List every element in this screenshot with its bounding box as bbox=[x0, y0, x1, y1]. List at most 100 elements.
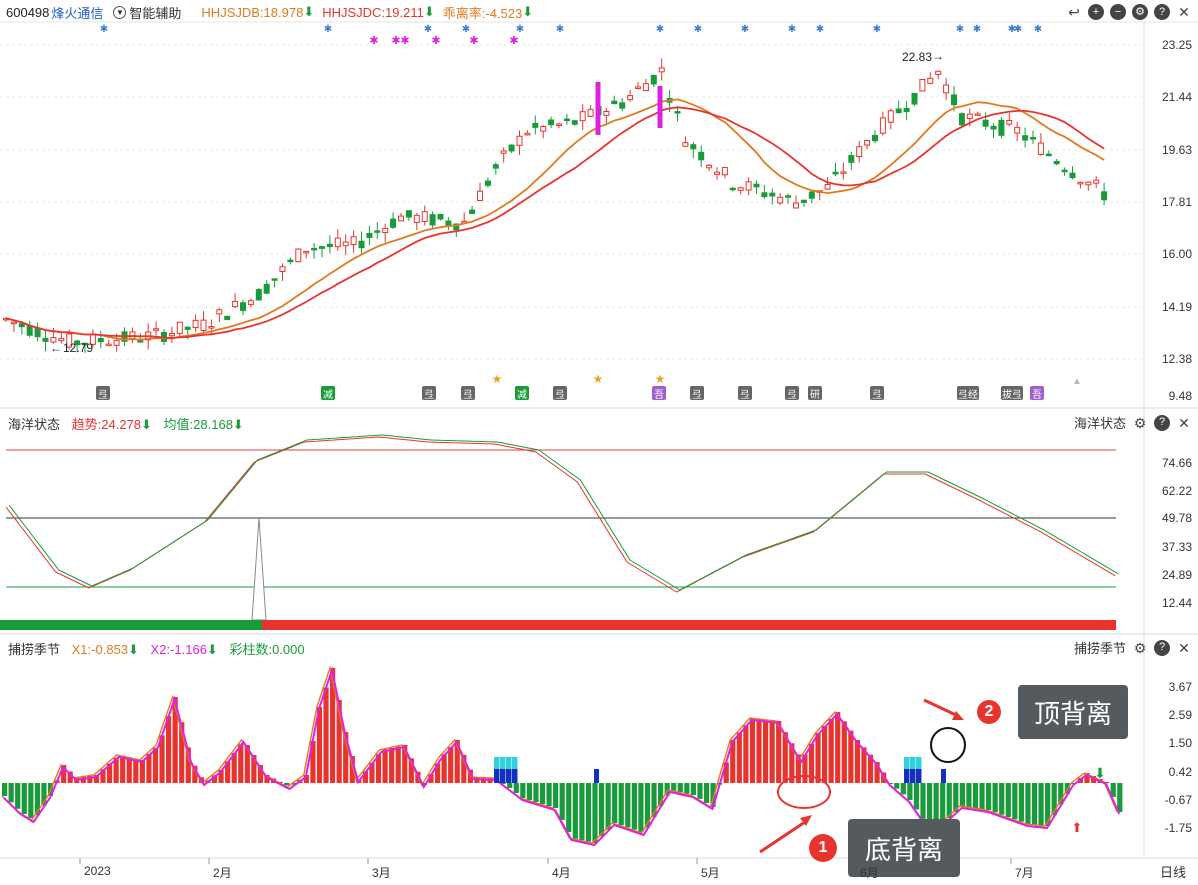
help-icon[interactable]: ? bbox=[1154, 414, 1170, 431]
down-arrow-icon: ⬇ bbox=[522, 4, 534, 19]
candle-body bbox=[1085, 181, 1092, 186]
candle-body bbox=[97, 338, 104, 343]
season-bar bbox=[310, 741, 316, 783]
signal-tag: 弖 bbox=[870, 386, 884, 401]
season-bar bbox=[638, 783, 644, 832]
candle-body bbox=[271, 278, 278, 281]
candle-body bbox=[627, 95, 634, 101]
minus-icon[interactable]: − bbox=[1110, 4, 1126, 20]
signal-bar bbox=[657, 86, 663, 128]
season-bar bbox=[179, 722, 185, 783]
assist-dropdown[interactable]: ▼ 智能辅助 bbox=[113, 3, 191, 22]
plus-icon[interactable]: + bbox=[1088, 4, 1104, 20]
season-bar bbox=[808, 743, 815, 783]
candle-body bbox=[350, 236, 357, 245]
season-bar bbox=[513, 783, 519, 793]
help-icon[interactable]: ? bbox=[1154, 639, 1170, 656]
down-arrow-icon: ⬇ bbox=[128, 642, 139, 657]
signal-tag: 弖 bbox=[422, 386, 436, 401]
candle-body bbox=[769, 192, 776, 197]
candle-body bbox=[74, 340, 81, 346]
close-icon[interactable]: ✕ bbox=[1178, 4, 1190, 20]
season-right-label[interactable]: 捕捞季节 bbox=[1073, 641, 1126, 656]
hhjsjdc-value: HHJSJDC:19.211 bbox=[322, 4, 424, 20]
settings-icon[interactable]: ⚙ bbox=[1132, 4, 1148, 20]
ocean-right-label[interactable]: 海洋状态 bbox=[1073, 416, 1126, 431]
candle-body bbox=[295, 248, 302, 263]
candle-body bbox=[232, 301, 239, 308]
blue-star-icon: ✱ bbox=[873, 24, 881, 35]
stock-name[interactable]: 烽火通信 bbox=[51, 5, 104, 21]
candle-body bbox=[200, 319, 207, 331]
season-bar bbox=[992, 783, 998, 813]
arrowhead bbox=[800, 815, 812, 826]
return-icon[interactable]: ↩ bbox=[1068, 4, 1080, 20]
magenta-star-icon: ✱ bbox=[509, 35, 518, 47]
season-bar bbox=[15, 783, 21, 809]
season-bar bbox=[34, 783, 40, 816]
close-icon[interactable]: ✕ bbox=[1178, 414, 1190, 431]
ma-line-long bbox=[5, 106, 1105, 339]
season-bar bbox=[389, 747, 395, 783]
magenta-star-icon: ✱ bbox=[469, 35, 478, 47]
close-icon[interactable]: ✕ bbox=[1178, 639, 1190, 656]
candle-body bbox=[690, 144, 697, 150]
season-bar bbox=[316, 707, 323, 783]
season-bar bbox=[330, 668, 336, 783]
season-bar bbox=[559, 783, 565, 820]
candle-body bbox=[563, 118, 570, 122]
period-label[interactable]: 日线 bbox=[1159, 865, 1186, 880]
candle-body bbox=[927, 77, 934, 84]
signal-tag: 弖 bbox=[690, 386, 704, 401]
season-bar bbox=[421, 783, 428, 785]
season-bar bbox=[631, 783, 637, 830]
candle-body bbox=[721, 167, 728, 176]
blue-block bbox=[494, 769, 500, 783]
season-bar bbox=[1045, 783, 1051, 826]
candle-body bbox=[437, 214, 444, 220]
ocean-header: 海洋状态 趋势:24.278⬇ 均值:28.168⬇ bbox=[8, 414, 244, 433]
candle-body bbox=[1053, 160, 1060, 165]
candle-body bbox=[42, 337, 49, 342]
season-bar bbox=[257, 765, 264, 783]
candle-body bbox=[105, 343, 112, 347]
season-bar bbox=[730, 740, 736, 783]
ocean-status-bar-red bbox=[262, 620, 1116, 630]
season-bar bbox=[585, 783, 592, 842]
season-bar bbox=[828, 719, 834, 783]
signal-tag: 吾 bbox=[1030, 386, 1044, 401]
candle-body bbox=[682, 142, 689, 147]
ma-line-short bbox=[5, 98, 1105, 341]
candle-body bbox=[540, 126, 547, 132]
price-high-arrow: → bbox=[932, 49, 944, 63]
settings-icon[interactable]: ⚙ bbox=[1133, 639, 1147, 656]
candle-body bbox=[358, 240, 365, 249]
season-bar bbox=[986, 783, 992, 810]
candle-body bbox=[26, 325, 33, 336]
candle-body bbox=[587, 108, 594, 117]
main-axis-tick: 17.81 bbox=[1161, 195, 1192, 209]
season-bar bbox=[159, 735, 165, 783]
settings-icon[interactable]: ⚙ bbox=[1133, 414, 1147, 431]
season-bar bbox=[395, 746, 401, 783]
main-axis-tick: 9.48 bbox=[1168, 389, 1192, 403]
candle-body bbox=[879, 117, 886, 134]
candle-body bbox=[642, 83, 649, 92]
help-icon[interactable]: ? bbox=[1154, 4, 1170, 20]
candle-body bbox=[832, 171, 839, 175]
blue-star-icon: ✱ bbox=[1014, 24, 1022, 35]
season-bar bbox=[1012, 783, 1018, 820]
candle-body bbox=[216, 309, 223, 315]
season-bar bbox=[244, 745, 250, 783]
season-bar bbox=[152, 748, 159, 783]
candle-body bbox=[192, 319, 199, 328]
blue-star-icon: ✱ bbox=[741, 24, 749, 35]
ocean-mean: 均值:28.168 bbox=[163, 417, 233, 432]
candle-body bbox=[824, 184, 831, 190]
season-bar bbox=[1005, 783, 1011, 817]
season-bar bbox=[139, 760, 145, 783]
candle-body bbox=[326, 243, 333, 248]
season-bar bbox=[572, 783, 578, 839]
candle-body bbox=[279, 266, 286, 273]
season-bar bbox=[1018, 783, 1024, 822]
